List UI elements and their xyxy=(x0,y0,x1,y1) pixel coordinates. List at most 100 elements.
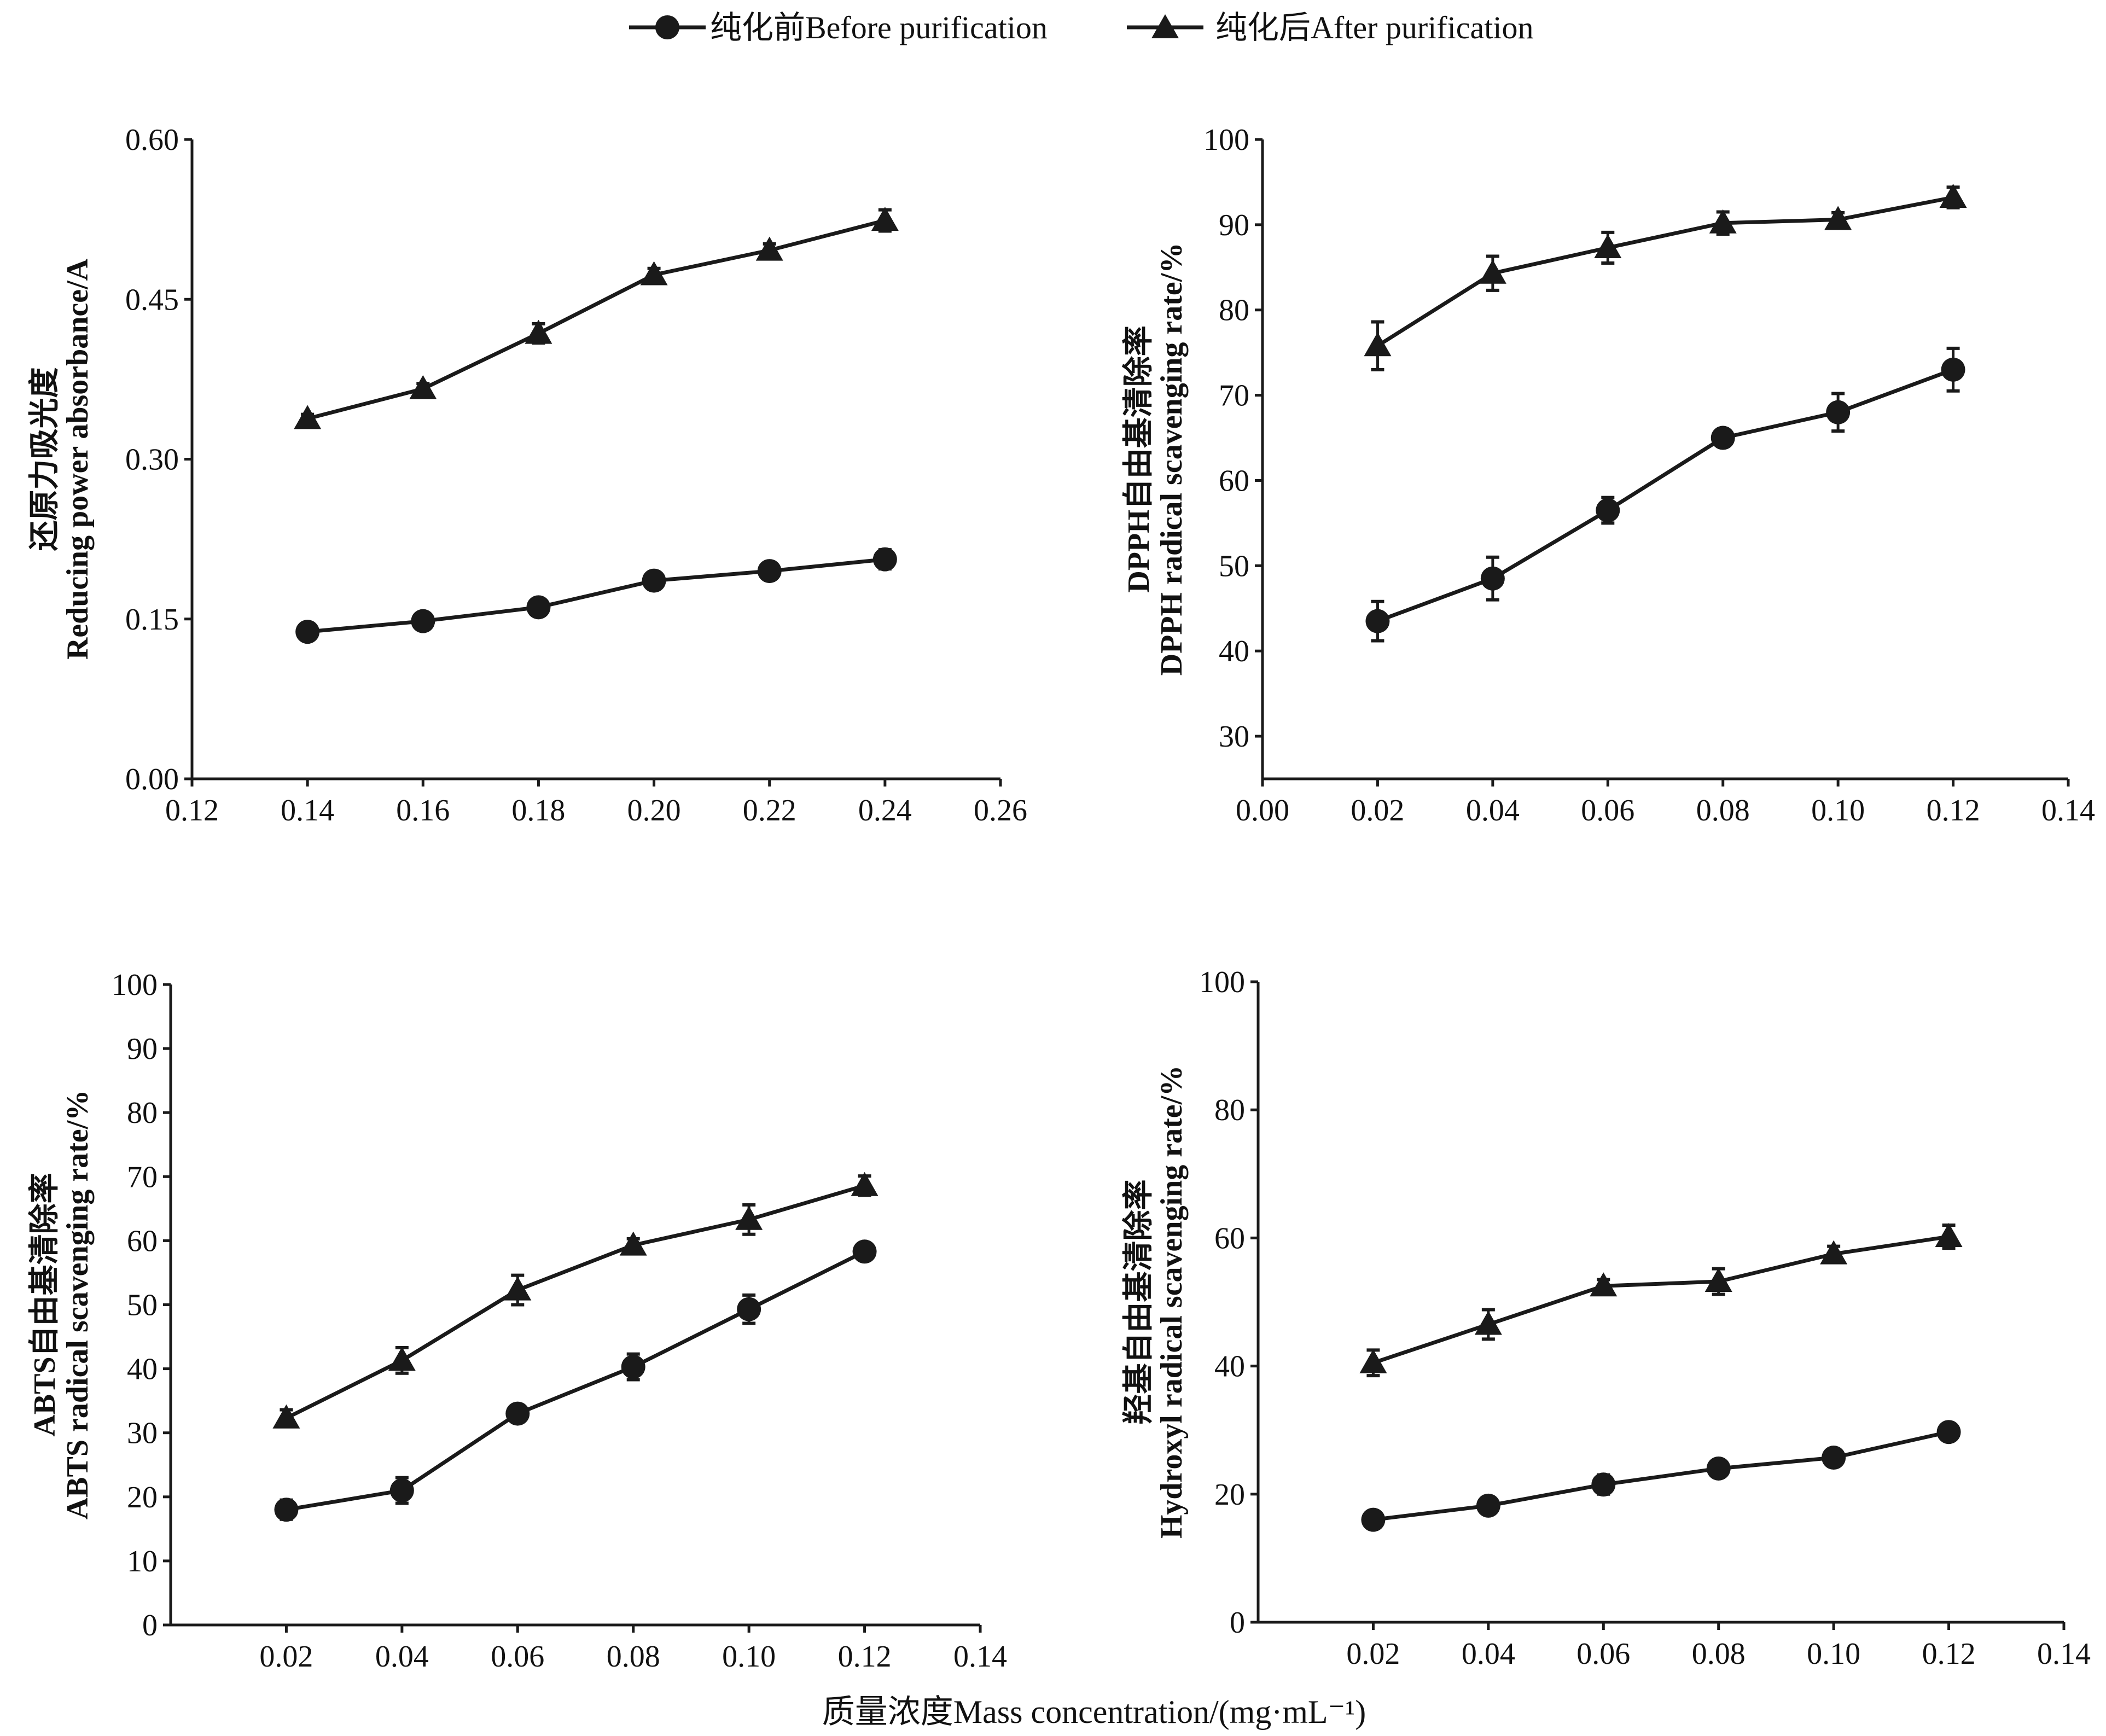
x-tick-label: 0.14 xyxy=(281,794,334,828)
data-point-circle xyxy=(1706,1456,1731,1481)
y-tick-label: 70 xyxy=(127,1160,158,1194)
data-point-circle xyxy=(1941,357,1965,382)
data-point-circle xyxy=(737,1297,761,1321)
data-point-triangle xyxy=(1824,206,1852,230)
data-point-triangle xyxy=(1590,1272,1618,1297)
data-point-triangle xyxy=(294,405,322,429)
x-tick-label: 0.06 xyxy=(491,1640,544,1674)
y-tick-label: 20 xyxy=(1214,1478,1245,1512)
x-tick-label: 0.08 xyxy=(1696,794,1750,828)
data-point-circle xyxy=(1936,1420,1961,1444)
y-tick-label: 0.15 xyxy=(125,603,179,637)
data-point-circle xyxy=(526,595,551,620)
y-tick-label: 60 xyxy=(1214,1221,1245,1255)
series-after xyxy=(1359,1223,1963,1378)
data-point-triangle xyxy=(272,1404,300,1429)
data-point-circle xyxy=(295,620,320,644)
data-point-triangle xyxy=(871,207,899,231)
y-tick-label: 50 xyxy=(127,1289,158,1323)
data-point-triangle xyxy=(1479,259,1506,284)
data-point-triangle xyxy=(504,1276,532,1301)
data-point-circle xyxy=(1365,609,1390,633)
data-point-circle xyxy=(505,1401,530,1426)
data-point-triangle xyxy=(640,261,668,286)
data-point-triangle xyxy=(851,1172,879,1196)
series-line xyxy=(285,1184,865,1420)
data-point-circle xyxy=(389,1478,414,1503)
data-point-triangle xyxy=(1939,183,1967,208)
legend-after-triangle-icon xyxy=(1151,14,1179,38)
y-tick-label: 100 xyxy=(112,968,158,1002)
y-axis-label-en: DPPH radical scavenging rate/% xyxy=(1155,243,1189,676)
x-tick-label: 0.14 xyxy=(2041,794,2095,828)
data-point-triangle xyxy=(1935,1223,1963,1248)
y-tick-label: 100 xyxy=(1203,123,1249,157)
series-line xyxy=(307,557,886,634)
x-tick-label: 0.02 xyxy=(1346,1637,1400,1671)
x-tick-label: 0.26 xyxy=(974,794,1027,828)
y-axis-label-cn: DPPH自由基清除率 xyxy=(1122,325,1156,592)
series-line xyxy=(1372,1234,1950,1365)
y-tick-label: 80 xyxy=(1219,294,1249,328)
x-tick-label: 0.06 xyxy=(1576,1637,1630,1671)
data-point-triangle xyxy=(388,1347,416,1371)
y-axis-label-cn: ABTS自由基清除率 xyxy=(28,1173,62,1436)
y-axis-label-cn: 还原力吸光度 xyxy=(28,368,62,551)
legend-before-label: 纯化前Before purification xyxy=(710,10,1048,45)
data-point-triangle xyxy=(409,375,437,399)
data-point-triangle xyxy=(735,1205,763,1230)
y-axis-label-en: Reducing power absorbance/A xyxy=(61,258,95,660)
data-point-circle xyxy=(1822,1446,1846,1470)
data-point-triangle xyxy=(1594,234,1622,258)
x-tick-label: 0.10 xyxy=(1811,794,1865,828)
x-tick-label: 0.00 xyxy=(1236,794,1289,828)
x-tick-label: 0.02 xyxy=(259,1640,313,1674)
data-point-circle xyxy=(757,559,782,584)
x-tick-label: 0.12 xyxy=(1922,1637,1976,1671)
data-point-triangle xyxy=(1820,1240,1848,1265)
x-tick-label: 0.08 xyxy=(607,1640,660,1674)
chart-panel-2: 30 40 50 60 70 80 90 100 0.00 0.02 0.04 0.06 0.08 0.1… xyxy=(1122,123,2095,828)
y-tick-label: 70 xyxy=(1219,379,1249,413)
legend: 纯化前Before purification 纯化后After purifica… xyxy=(629,10,1533,45)
y-tick-label: 30 xyxy=(1219,720,1249,754)
y-tick-label: 40 xyxy=(127,1353,158,1387)
data-point-triangle xyxy=(619,1231,647,1256)
x-tick-label: 0.10 xyxy=(1807,1637,1860,1671)
chart-panel-4: 0 20 40 60 80 100 0.02 0.04 0.06 0.08 0.10 0.12 0.14… xyxy=(1122,965,2091,1671)
data-point-circle xyxy=(1826,400,1851,424)
y-tick-label: 0.00 xyxy=(125,762,179,796)
y-axis-label-en: Hydroxyl radical scavenging rate/% xyxy=(1155,1065,1189,1539)
series-line xyxy=(286,1250,866,1512)
y-tick-label: 40 xyxy=(1219,634,1249,668)
series-after xyxy=(294,207,899,429)
y-tick-label: 30 xyxy=(127,1417,158,1450)
data-point-circle xyxy=(274,1498,299,1522)
series-before xyxy=(274,1239,877,1522)
data-point-circle xyxy=(872,547,897,572)
data-point-triangle xyxy=(1709,209,1737,234)
series-line xyxy=(1373,1430,1950,1522)
y-tick-label: 80 xyxy=(127,1096,158,1130)
chart-panel-3: 0 10 20 30 40 50 60 70 80 90 100 0.02 0.04 0.06 0.08 0.… xyxy=(28,968,1007,1674)
x-tick-label: 0.08 xyxy=(1692,1637,1746,1671)
data-point-circle xyxy=(642,568,666,593)
x-tick-label: 0.06 xyxy=(1581,794,1634,828)
data-point-triangle xyxy=(1474,1310,1502,1335)
data-point-triangle xyxy=(755,236,783,261)
series-before xyxy=(295,547,897,644)
y-tick-label: 50 xyxy=(1219,549,1249,583)
data-point-circle xyxy=(852,1239,877,1264)
x-tick-label: 0.12 xyxy=(165,794,219,828)
data-point-triangle xyxy=(525,319,552,344)
y-tick-label: 0 xyxy=(1230,1606,1245,1640)
shared-x-axis-label: 质量浓度Mass concentration/(mg·mL⁻¹) xyxy=(822,1694,1366,1730)
y-tick-label: 60 xyxy=(1219,464,1249,498)
data-point-circle xyxy=(1596,498,1620,523)
data-point-circle xyxy=(1361,1507,1386,1532)
x-tick-label: 0.16 xyxy=(396,794,450,828)
x-tick-label: 0.04 xyxy=(1462,1637,1515,1671)
x-tick-label: 0.20 xyxy=(627,794,681,828)
y-tick-label: 90 xyxy=(1219,208,1249,242)
